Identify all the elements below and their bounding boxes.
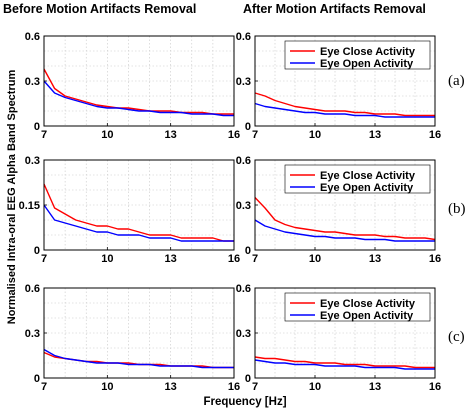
x-tick-label: 10: [309, 129, 321, 141]
x-tick-label: 16: [429, 381, 441, 393]
y-tick-label: 0.3: [236, 200, 251, 212]
x-tick-label: 16: [228, 381, 240, 393]
x-tick-label: 13: [369, 253, 381, 265]
y-tick-label: 0.6: [236, 283, 251, 295]
x-tick-label: 13: [165, 381, 177, 393]
x-tick-label: 10: [101, 253, 113, 265]
legend-label-eye-close: Eye Close Activity: [320, 170, 416, 182]
x-tick-label: 16: [228, 253, 240, 265]
col-title-after: After Motion Artifacts Removal: [243, 2, 426, 16]
y-tick-label: 0: [34, 121, 40, 133]
legend-box: [284, 292, 431, 322]
y-tick-label: 0.6: [25, 283, 40, 295]
series-eye-open-line: [43, 348, 234, 369]
col-title-before: Before Motion Artifacts Removal: [3, 2, 196, 16]
series-eye-open-line: [43, 204, 234, 242]
row-label-b: (b): [448, 201, 466, 217]
y-tick-label: 0.6: [236, 155, 251, 167]
x-tick-label: 10: [101, 381, 113, 393]
y-tick-label: 0: [245, 121, 251, 133]
y-tick-label: 0.6: [25, 31, 40, 43]
series-eye-open-line: [254, 219, 435, 242]
legend-box: [284, 40, 431, 70]
y-tick-label: 0: [34, 245, 40, 257]
series-eye-open-line: [43, 80, 234, 117]
legend-label-eye-open: Eye Open Activity: [320, 310, 414, 322]
y-tick-label: 0.3: [25, 155, 40, 167]
series-eye-open-line: [254, 359, 435, 370]
legend-label-eye-close: Eye Close Activity: [320, 298, 416, 310]
series-eye-close-line: [43, 183, 234, 242]
x-tick-label: 7: [252, 253, 258, 265]
x-tick-label: 7: [41, 253, 47, 265]
x-tick-label: 13: [165, 129, 177, 141]
legend-label-eye-open: Eye Open Activity: [320, 58, 414, 70]
row-label-c: (c): [448, 329, 465, 345]
y-tick-label: 0.3: [236, 328, 251, 340]
y-tick-label: 0.6: [236, 31, 251, 43]
chart-panel: 7 10 13 16 0 0.3 0.6: [25, 31, 240, 141]
x-tick-label: 10: [101, 129, 113, 141]
y-tick-label: 0.15: [19, 200, 40, 212]
x-tick-label: 13: [369, 129, 381, 141]
x-tick-label: 13: [165, 253, 177, 265]
y-axis-label: Normalised Intra-oral EEG Alpha Band Spe…: [6, 70, 18, 325]
x-tick-label: 10: [309, 381, 321, 393]
y-tick-label: 0.3: [25, 76, 40, 88]
chart-panel: 7 10 13 16 0 0.15 0.3: [19, 155, 241, 265]
y-tick-label: 0.3: [236, 76, 251, 88]
series-eye-close-line: [254, 356, 435, 369]
x-tick-label: 13: [369, 381, 381, 393]
row-label-a: (a): [448, 73, 465, 89]
x-tick-label: 16: [228, 129, 240, 141]
x-axis-label: Frequency [Hz]: [203, 396, 286, 408]
x-tick-label: 16: [429, 129, 441, 141]
panels: 7 10 13 16 0 0.3 0.6 7 10 13 16 0 0.3 0.6 Eye Close Ac…: [19, 31, 442, 393]
legend-label-eye-open: Eye Open Activity: [320, 182, 414, 194]
x-tick-label: 16: [429, 253, 441, 265]
legend-box: [284, 164, 431, 194]
x-tick-label: 7: [41, 129, 47, 141]
y-tick-label: 0.3: [25, 328, 40, 340]
x-tick-label: 7: [252, 129, 258, 141]
x-tick-label: 7: [252, 381, 258, 393]
series-eye-open-line: [254, 102, 435, 118]
y-tick-label: 0: [245, 245, 251, 257]
legend-label-eye-close: Eye Close Activity: [320, 46, 416, 58]
x-tick-label: 7: [41, 381, 47, 393]
x-tick-label: 10: [309, 253, 321, 265]
y-tick-label: 0: [245, 373, 251, 385]
chart-panel: 7 10 13 16 0 0.3 0.6: [25, 283, 240, 393]
y-tick-label: 0: [34, 373, 40, 385]
series-eye-close-line: [254, 197, 436, 241]
series-eye-close-line: [43, 68, 234, 115]
series-eye-close-line: [254, 92, 435, 117]
